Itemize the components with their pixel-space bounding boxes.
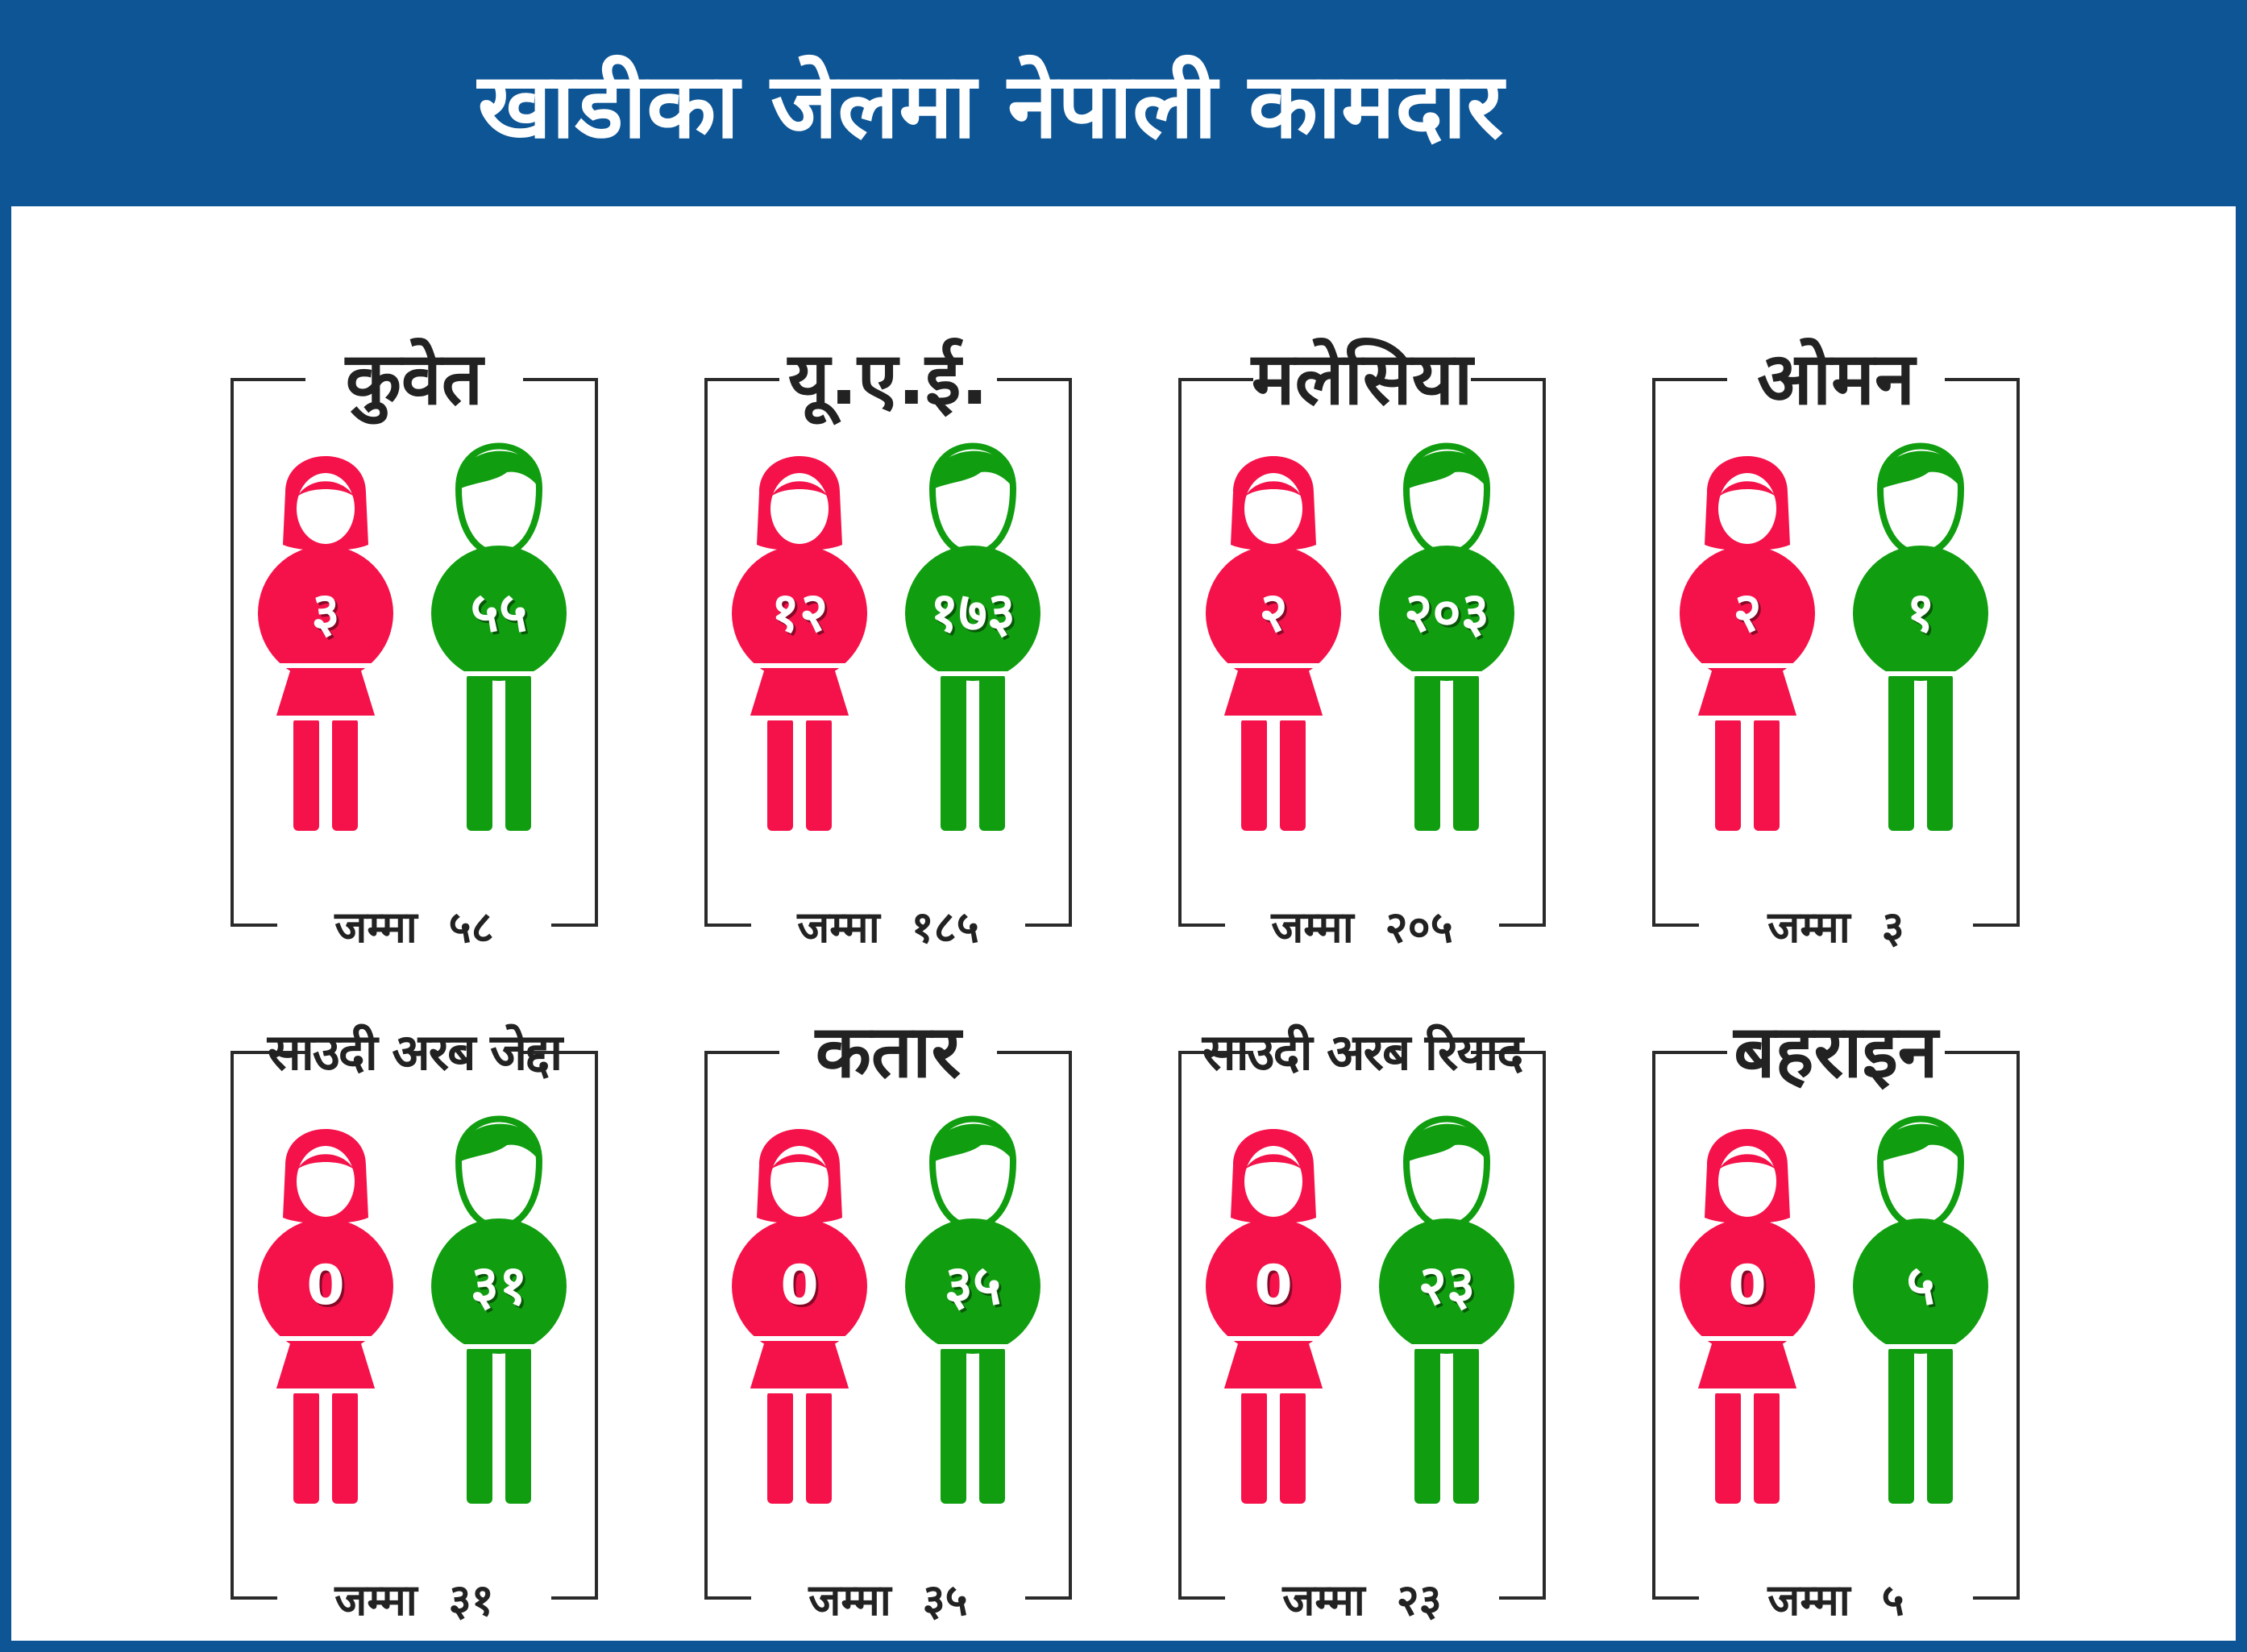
male-count: ३५: [944, 1254, 1002, 1318]
total-line: जम्मा १८५: [703, 899, 1074, 956]
female-count: ३: [311, 581, 340, 645]
country-card-qatar: कतार जम्मा ३५ 0 ३५: [703, 976, 1074, 1625]
male-count: १७३: [929, 581, 1016, 645]
male-figure-icon: [431, 442, 567, 831]
card-frame: [704, 1051, 1072, 1600]
male-figure-icon: [905, 1115, 1040, 1504]
male-figure-icon: [1853, 1115, 1988, 1504]
female-count: २: [1733, 581, 1762, 645]
total-line: जम्मा २०५: [1177, 899, 1547, 956]
card-frame: [231, 378, 598, 927]
total-value: ३: [1873, 902, 1913, 953]
total-value: ३१: [440, 1575, 502, 1625]
total-line: जम्मा ३: [1651, 899, 2021, 956]
country-name: यू.ए.ई.: [787, 337, 989, 421]
total-line: जम्मा ५८: [229, 899, 600, 956]
total-value: २३: [1388, 1575, 1450, 1625]
male-count: २३: [1418, 1254, 1476, 1318]
country-name: बहराइन: [1734, 1010, 1938, 1094]
female-count: 0: [306, 1254, 345, 1318]
country-name: साउदी अरब जेद्दा: [267, 1023, 563, 1081]
female-figure-icon: [258, 1129, 393, 1508]
total-value: २०५: [1377, 902, 1461, 953]
male-count: ५५: [470, 581, 528, 645]
female-figure-icon: [1680, 456, 1815, 835]
female-figure-icon: [258, 456, 393, 835]
card-frame: [1652, 1051, 2020, 1600]
card-frame: [704, 378, 1072, 927]
total-line: जम्मा ३५: [703, 1572, 1074, 1629]
country-card-saudi-riyadh: साउदी अरब रियाद जम्मा २३ 0 २३: [1177, 976, 1547, 1625]
total-label: जम्मा: [1759, 902, 1859, 953]
country-name: ओमन: [1757, 337, 1915, 421]
total-label: जम्मा: [326, 902, 426, 953]
female-count: 0: [1254, 1254, 1293, 1318]
female-count: १२: [770, 581, 829, 645]
female-figure-icon: [1206, 1129, 1341, 1508]
total-line: जम्मा ५: [1651, 1572, 2021, 1629]
country-card-kuwait: कुवेत जम्मा ५८ ३ ५५: [229, 303, 600, 953]
country-card-saudi-jeddah: साउदी अरब जेद्दा जम्मा ३१ 0 ३१: [229, 976, 600, 1625]
country-card-bahrain: बहराइन जम्मा ५ 0 ५: [1651, 976, 2021, 1625]
female-count: २: [1259, 581, 1288, 645]
male-count: ३१: [470, 1254, 528, 1318]
country-card-malaysia: मलेसिया जम्मा २०५ २ २०३: [1177, 303, 1547, 953]
page-title: खाडीका जेलमा नेपाली कामदार: [477, 54, 1504, 159]
card-frame: [1178, 1051, 1546, 1600]
country-card-oman: ओमन जम्मा ३ २ १: [1651, 303, 2021, 953]
total-label: जम्मा: [789, 902, 888, 953]
total-label: जम्मा: [326, 1575, 426, 1625]
female-figure-icon: [1206, 456, 1341, 835]
country-name: कतार: [815, 1010, 962, 1094]
female-figure-icon: [1680, 1129, 1815, 1508]
card-frame: [1178, 378, 1546, 927]
header-banner: खाडीका जेलमा नेपाली कामदार: [0, 0, 2247, 206]
total-label: जम्मा: [1263, 902, 1362, 953]
total-value: ५८: [440, 902, 502, 953]
total-value: ५: [1873, 1575, 1913, 1625]
female-figure-icon: [732, 456, 867, 835]
male-count: २०३: [1403, 581, 1490, 645]
male-figure-icon: [905, 442, 1040, 831]
country-name: साउदी अरब रियाद: [1202, 1023, 1524, 1081]
country-name: मलेसिया: [1251, 337, 1473, 421]
total-label: जम्मा: [1759, 1575, 1859, 1625]
total-value: १८५: [903, 902, 987, 953]
female-count: 0: [1728, 1254, 1767, 1318]
male-figure-icon: [1379, 1115, 1514, 1504]
total-value: ३५: [914, 1575, 976, 1625]
total-line: जम्मा ३१: [229, 1572, 600, 1629]
male-figure-icon: [431, 1115, 567, 1504]
country-card-uae: यू.ए.ई. जम्मा १८५ १२ १७३: [703, 303, 1074, 953]
male-figure-icon: [1379, 442, 1514, 831]
female-count: 0: [780, 1254, 819, 1318]
total-label: जम्मा: [1274, 1575, 1373, 1625]
infographic-panel: कुवेत जम्मा ५८ ३ ५५ यू.ए.ई. जम्मा १८५ १२ १…: [11, 206, 2236, 1641]
male-count: १: [1906, 581, 1935, 645]
country-name: कुवेत: [345, 337, 484, 421]
male-figure-icon: [1853, 442, 1988, 831]
card-frame: [231, 1051, 598, 1600]
female-figure-icon: [732, 1129, 867, 1508]
card-frame: [1652, 378, 2020, 927]
total-line: जम्मा २३: [1177, 1572, 1547, 1629]
total-label: जम्मा: [800, 1575, 899, 1625]
male-count: ५: [1906, 1254, 1935, 1318]
